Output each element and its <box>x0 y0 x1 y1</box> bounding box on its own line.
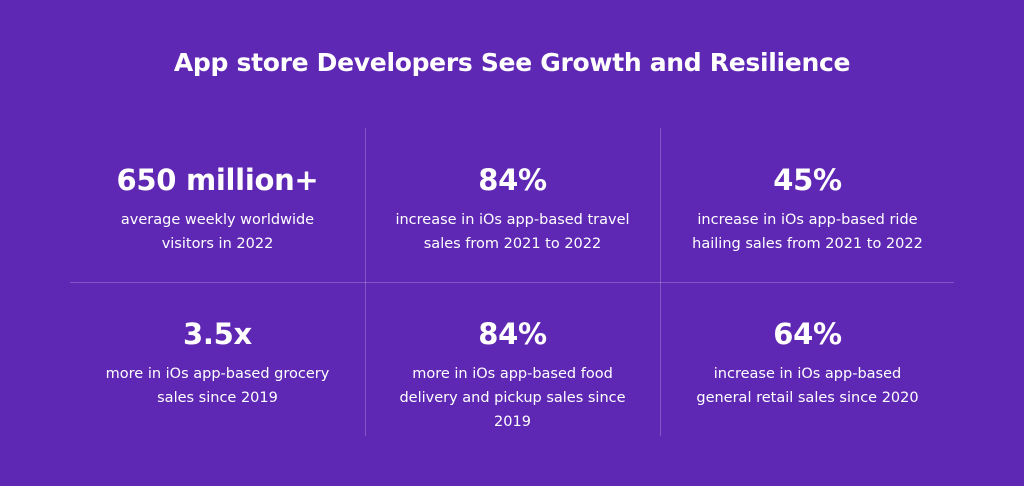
page-title: App store Developers See Growth and Resi… <box>173 48 851 77</box>
divider-vertical <box>660 128 661 436</box>
stat-description: increase in iOs app-based general retail… <box>696 366 919 406</box>
stat-description: increase in iOs app-based ride hailing s… <box>692 212 923 252</box>
stat-card: 84% more in iOs app-based food delivery … <box>365 316 660 434</box>
stat-description: more in iOs app-based grocery sales sinc… <box>105 366 330 406</box>
stats-grid: 650 million+ average weekly worldwide vi… <box>70 128 954 436</box>
stat-value: 650 million+ <box>116 163 319 197</box>
stat-card: 45% increase in iOs app-based ride haili… <box>660 162 955 256</box>
stat-card: 650 million+ average weekly worldwide vi… <box>70 162 365 256</box>
stat-card: 84% increase in iOs app-based travel sal… <box>365 162 660 256</box>
stat-value: 84% <box>478 163 547 197</box>
stat-value: 64% <box>773 317 842 351</box>
stat-card: 3.5x more in iOs app-based grocery sales… <box>70 316 365 410</box>
stat-value: 84% <box>478 317 547 351</box>
stat-value: 45% <box>773 163 842 197</box>
stat-card: 64% increase in iOs app-based general re… <box>660 316 955 410</box>
stat-value: 3.5x <box>183 317 252 351</box>
stat-description: more in iOs app-based food delivery and … <box>399 366 626 430</box>
divider-vertical <box>365 128 366 436</box>
divider-horizontal <box>70 282 954 283</box>
stat-description: average weekly worldwide visitors in 202… <box>120 212 315 252</box>
stat-description: increase in iOs app-based travel sales f… <box>395 212 630 252</box>
